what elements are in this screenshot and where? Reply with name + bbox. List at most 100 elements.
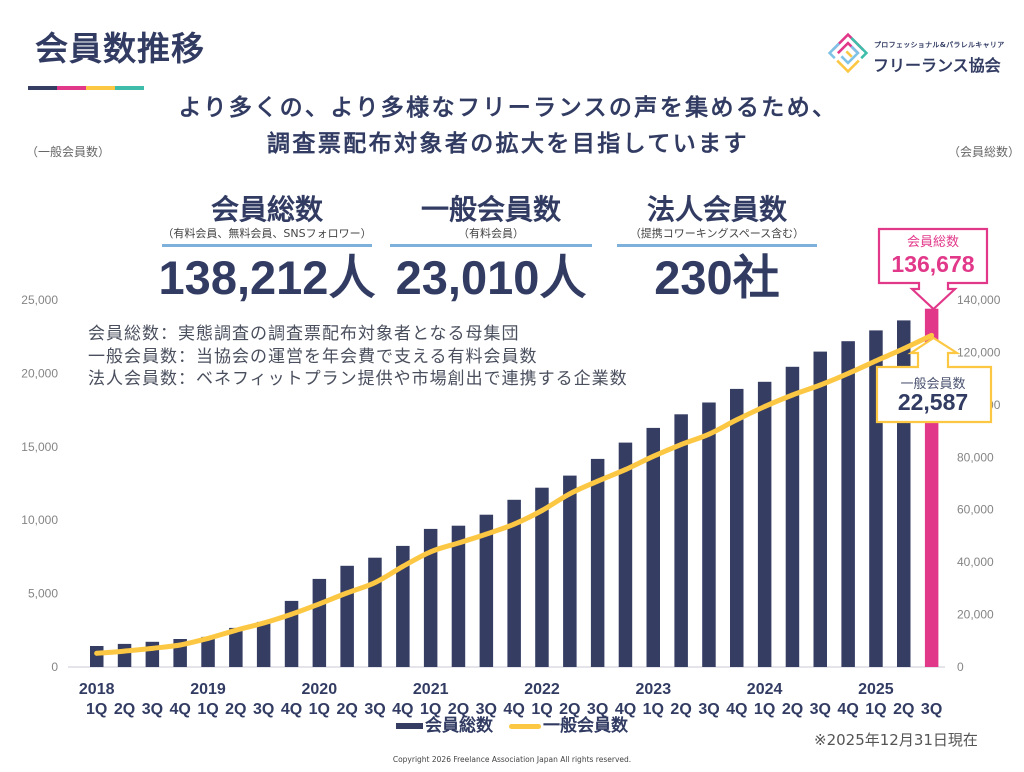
line-point	[595, 478, 600, 484]
bar-total-members	[590, 458, 605, 667]
line-point	[400, 564, 406, 569]
bar-total-members	[256, 621, 271, 667]
x-axis-quarter-label: 2Q	[225, 701, 246, 718]
left-axis-tick-label: 10,000	[21, 513, 58, 527]
line-point	[94, 650, 100, 656]
bar-total-members	[340, 565, 354, 667]
line-point	[539, 508, 545, 513]
callout-value: 22,587	[898, 389, 968, 415]
right-axis-tick-label: 20,000	[957, 608, 994, 622]
stat-total-members: 会員総数 （有料会員、無料会員、SNSフォロワー） 138,212人	[147, 193, 387, 304]
x-axis-quarter-label: 4Q	[726, 701, 747, 718]
right-axis-tick-label: 140,000	[957, 293, 1001, 307]
x-axis-quarter-label: 4Q	[837, 701, 858, 718]
line-series-general-members	[94, 332, 935, 656]
stat-corporate-members: 法人会員数 （提携コワーキングスペース含む） 230社	[597, 193, 837, 304]
left-axis-tick-label: 0	[51, 660, 58, 674]
bar-total-members	[201, 636, 215, 667]
callout-total-members: 会員総数 136,678	[877, 227, 989, 311]
x-axis-year-label: 2020	[302, 681, 338, 698]
bar-total-members	[368, 557, 382, 667]
line-point	[929, 333, 934, 338]
x-axis-quarter-label: 2Q	[559, 701, 580, 718]
bar-total-members	[674, 414, 688, 667]
line-point	[873, 358, 879, 364]
x-axis-year-label: 2025	[858, 681, 894, 698]
color-bar-segment-pink	[57, 86, 86, 90]
line-point	[706, 431, 712, 437]
x-axis-quarter-label: 4Q	[170, 701, 191, 718]
bar-total-members	[785, 366, 800, 667]
bar-total-members	[702, 402, 716, 667]
line-point	[344, 590, 350, 596]
left-axis: 0 5,000 10,000 15,000 20,000 25,000	[21, 293, 58, 674]
left-axis-tick-label: 5,000	[28, 587, 58, 601]
x-axis-quarter-label: 2Q	[893, 701, 914, 718]
stat-heading: 一般会員数	[420, 193, 561, 226]
x-axis-quarter-label: 3Q	[698, 701, 719, 718]
right-axis-tick-label: 0	[957, 660, 964, 674]
bar-total-members	[396, 545, 410, 667]
x-axis-quarter-label: 3Q	[587, 701, 608, 718]
callout-value: 136,678	[891, 251, 974, 277]
stat-rule	[162, 244, 372, 247]
bar-total-members	[451, 525, 466, 667]
line-point	[650, 453, 656, 459]
stat-value: 230社	[654, 251, 780, 304]
logo: プロフェッショナル&パラレルキャリア フリーランス協会	[826, 30, 1016, 76]
line-point	[372, 580, 378, 585]
x-axis-quarter-label: 2Q	[670, 701, 691, 718]
subtitle-line-2: 調査票配布対象者の拡大を目指しています	[267, 131, 749, 157]
x-axis-quarter-label: 4Q	[392, 701, 413, 718]
x-axis-quarter-label: 3Q	[364, 701, 385, 718]
x-axis-quarter-label: 1Q	[197, 701, 218, 718]
copyright: Copyright 2026 Freelance Association Jap…	[392, 755, 632, 764]
bar-total-members	[563, 475, 577, 667]
bar-total-members	[841, 341, 855, 667]
bar-total-members	[479, 514, 494, 667]
page-title: 会員数推移	[35, 29, 205, 68]
line-point	[150, 646, 155, 651]
x-axis-quarter-label: 1Q	[754, 701, 775, 718]
x-axis-quarter-label: 2Q	[337, 701, 358, 718]
definition-total: 会員総数：実態調査の調査票配布対象者となる母集団	[88, 324, 520, 344]
line-point	[428, 549, 434, 555]
line-point	[205, 636, 211, 641]
x-axis-quarter-label: 4Q	[615, 701, 636, 718]
left-axis-tick-label: 25,000	[21, 293, 58, 307]
x-axis-quarter-label: 1Q	[865, 701, 886, 718]
x-axis-year-label: 2022	[524, 681, 560, 698]
x-axis-quarter-label: 3Q	[476, 701, 497, 718]
line-point	[316, 601, 322, 607]
x-axis-year-label: 2024	[747, 681, 783, 698]
line-point	[901, 346, 907, 351]
line-point	[289, 611, 294, 617]
color-bar-segment-teal	[115, 86, 144, 90]
title-color-bar	[28, 86, 144, 90]
x-axis-quarter-label: 2Q	[782, 701, 803, 718]
definitions: 会員総数：実態調査の調査票配布対象者となる母集団 一般会員数：当協会の運営を年会…	[88, 323, 628, 391]
line-point	[790, 392, 795, 398]
definition-general: 一般会員数：当協会の運営を年会費で支える有料会員数	[88, 346, 538, 367]
x-axis-quarter-label: 3Q	[921, 701, 942, 718]
bar-total-members	[535, 487, 549, 667]
x-axis-quarter-label: 1Q	[643, 701, 664, 718]
bar-total-members	[117, 643, 132, 667]
chart-legend: 会員総数 一般会員数	[396, 714, 628, 738]
definition-corporate: 法人会員数：ベネフィットプラン提供や市場創出で連携する企業数	[88, 369, 628, 389]
stat-rule	[617, 244, 817, 247]
x-axis-quarter-label: 4Q	[503, 701, 524, 718]
left-axis-tick-label: 15,000	[21, 440, 58, 454]
color-bar-segment-yellow	[86, 86, 115, 90]
left-axis-caption: （一般会員数）	[26, 145, 111, 159]
right-axis: 020,00040,00060,00080,000100,000120,0001…	[957, 293, 1001, 674]
logo-name: フリーランス協会	[873, 56, 1001, 75]
logo-mark-icon	[827, 32, 869, 74]
line-point	[122, 648, 127, 654]
line-point	[233, 627, 239, 633]
subtitle-line-1: より多くの、より多様なフリーランスの声を集めるため、	[178, 95, 838, 121]
legend-label: 会員総数	[425, 716, 493, 736]
callout-arrow-down-icon	[877, 227, 989, 311]
bar-total-members	[507, 499, 521, 667]
